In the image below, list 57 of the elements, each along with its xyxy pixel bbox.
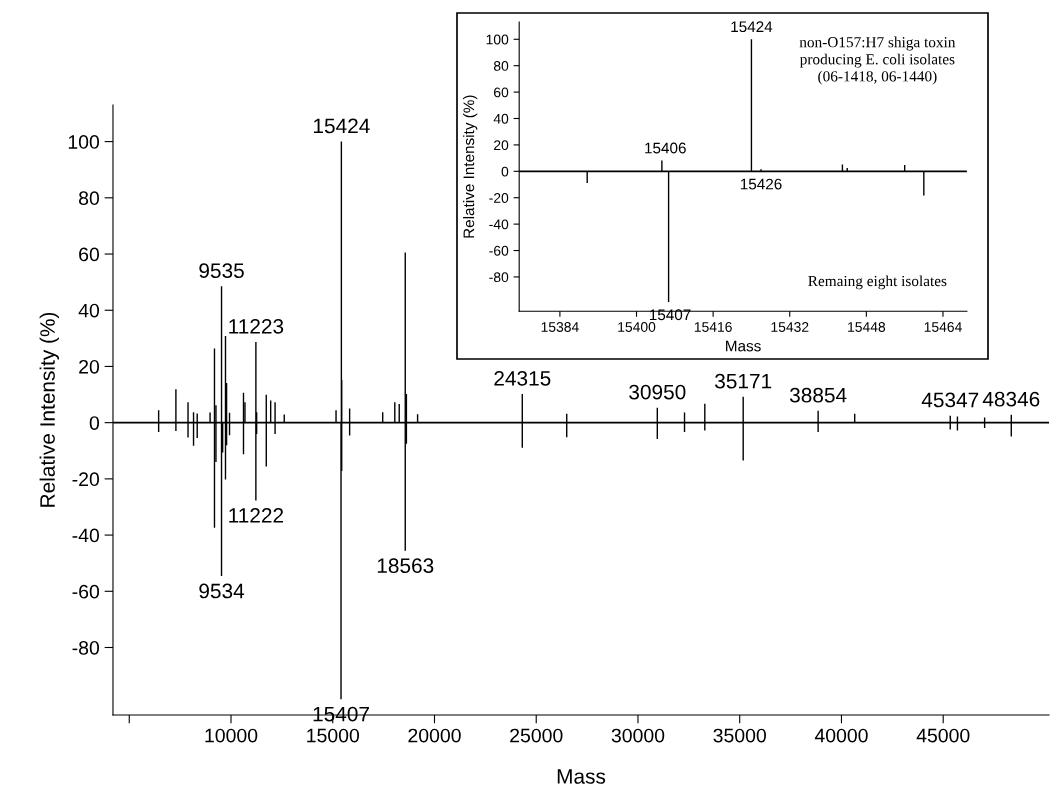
annotation: non-O157:H7 shiga toxin producing E. coli isolates (06-1418, 06-1440) [799,36,956,85]
annotation: 48346 [982,391,1040,407]
y-tick-label: -60 [72,584,100,599]
y-tick-label: -40 [489,219,509,230]
y-axis-title: Relative Intensity (%) [39,312,60,507]
y-tick-label: 0 [501,166,509,177]
annotation: 15406 [645,142,686,154]
y-tick-label: 80 [493,61,509,71]
annotation: 15424 [314,118,370,134]
y-tick-label: 0 [89,416,100,430]
y-tick-label: 80 [79,191,100,206]
y-tick-label: 20 [79,359,100,374]
y-tick-label: 20 [494,140,509,151]
annotation: 9535 [199,263,244,279]
annotation: 15424 [731,21,773,33]
x-tick-label: 15384 [541,322,579,332]
x-tick-label: 15416 [694,322,732,332]
x-tick-label: 10000 [205,728,258,743]
x-axis-title: Mass [557,769,606,784]
y-tick-label: -80 [489,272,509,283]
x-tick-label: 15464 [924,322,962,332]
x-tick-label: 15432 [771,322,809,332]
y-tick-label: -80 [72,640,100,655]
annotation: 35171 [715,373,772,389]
y-tick-label: 40 [493,113,509,124]
annotation: 45347 [921,392,979,408]
y-tick-label: -20 [489,193,509,203]
y-tick-label: 60 [494,87,509,98]
annotation: 24315 [494,370,551,386]
annotation: 11222 [229,508,284,523]
annotation: 18563 [377,558,434,574]
x-tick-label: 15000 [307,728,360,743]
x-tick-label: 35000 [713,728,766,743]
x-tick-label: 45000 [916,728,970,743]
annotation: 15426 [740,178,782,190]
x-tick-label: 30000 [611,728,665,743]
x-tick-label: 20000 [408,728,461,743]
y-tick-label: 40 [78,303,100,318]
y-tick-label: -20 [72,472,100,487]
annotation: 38854 [789,387,847,403]
x-tick-label: 15400 [618,322,656,332]
x-tick-label: 40000 [814,728,868,743]
x-tick-label: 15448 [848,322,886,332]
x-axis-title: Mass [726,340,761,352]
annotation: 15407 [313,706,369,722]
annotation: Remaing eight isolates [808,275,947,290]
x-tick-label: 25000 [510,728,563,743]
y-tick-label: 100 [68,135,100,149]
annotation: 15407 [649,309,691,321]
annotation: 30950 [629,384,686,400]
y-tick-label: -60 [489,245,509,256]
y-tick-label: 60 [79,247,100,262]
annotation: 11223 [229,318,284,334]
y-tick-label: 100 [486,34,509,45]
annotation: 9534 [199,583,245,599]
y-tick-label: -40 [72,528,100,543]
y-axis-title: Relative Intensity (%) [463,95,478,238]
